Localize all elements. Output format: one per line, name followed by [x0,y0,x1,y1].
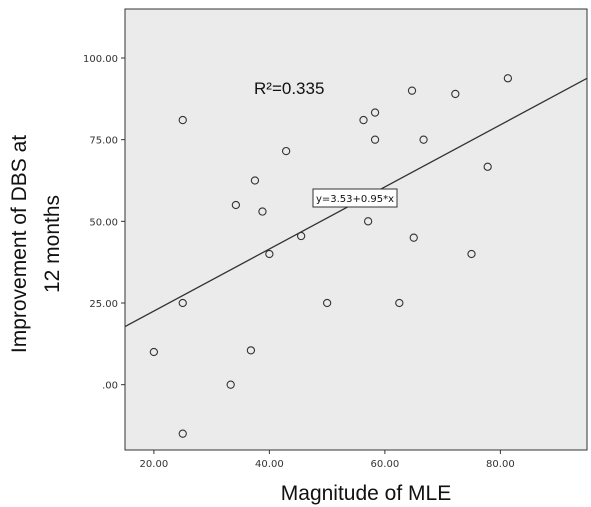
x-tick-label: 60.00 [371,459,400,470]
data-point [250,176,260,185]
y-tick-label: 100.00 [83,54,118,65]
data-point [359,115,368,125]
y-axis-title-line-2: 12 months [41,195,64,293]
x-axis-title: Magnitude of MLE [281,482,451,505]
equation-box: y=3.53+0.95*x [312,188,398,208]
data-point [178,115,187,125]
data-point [451,89,460,99]
x-axis-ticks: 20.00 40.00 60.00 80.00 [140,450,515,470]
data-point [246,346,256,355]
data-point [258,207,267,216]
data-point [370,135,380,144]
x-tick-label: 40.00 [255,459,284,470]
plot-area [124,8,588,451]
data-point [265,249,274,259]
y-axis-ticks: .00 25.00 50.00 75.00 100.00 [83,54,125,392]
data-point [467,249,476,259]
data-point [149,347,159,357]
y-tick-label: 50.00 [89,217,118,228]
x-tick-label: 80.00 [486,459,515,470]
data-point [322,298,332,308]
y-tick-label: .00 [102,381,118,392]
data-point [503,74,513,83]
data-point [419,135,428,144]
y-tick-label: 75.00 [89,136,118,147]
data-point [395,298,404,308]
data-point [226,380,235,389]
y-tick-label: 25.00 [89,299,118,310]
data-point [178,429,187,438]
y-axis-title-line-1: Improvement of DBS at [8,135,31,353]
data-point [231,200,241,210]
data-point [296,231,306,241]
data-point [370,108,380,117]
data-points [149,74,513,438]
data-point [363,217,373,226]
data-point [178,298,187,308]
x-tick-label: 20.00 [140,459,169,470]
equation-label: y=3.53+0.95*x [316,194,394,205]
data-point [281,146,291,156]
equation-box-border [312,188,398,208]
data-point [483,162,492,171]
data-point [407,86,417,95]
r-squared-label: R²=0.335 [254,79,324,98]
data-point [409,233,418,242]
